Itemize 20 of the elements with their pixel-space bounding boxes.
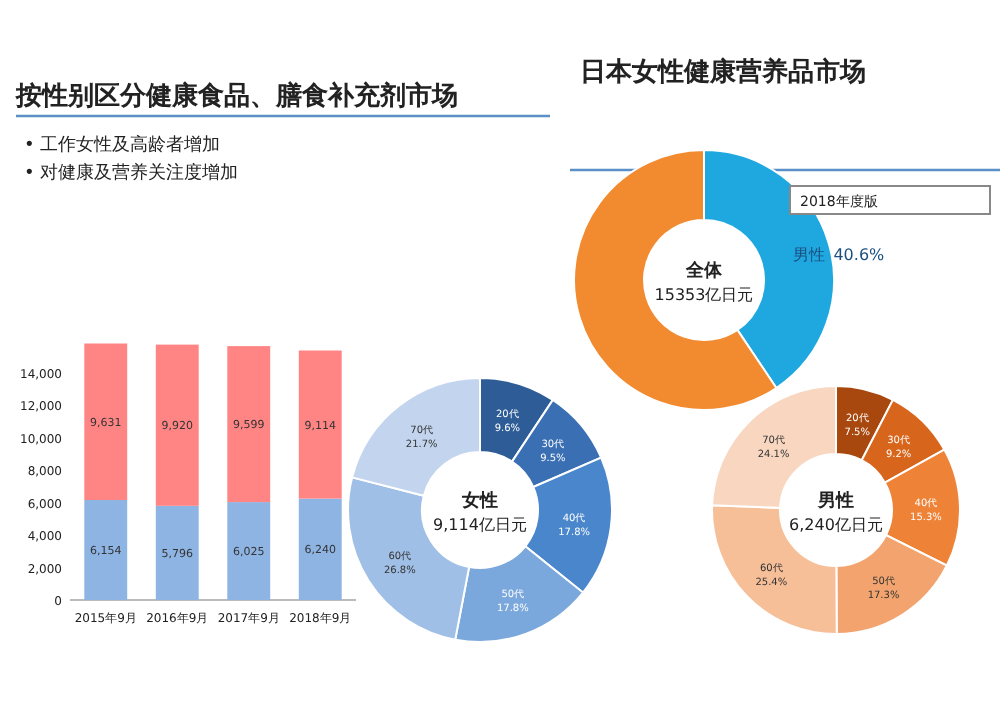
bar bbox=[84, 500, 128, 600]
bar bbox=[298, 498, 342, 600]
text: • 工作女性及高龄者增加 bbox=[24, 134, 221, 156]
bar bbox=[227, 346, 271, 503]
text: 9,114亿日元 bbox=[433, 516, 527, 534]
slice-label: 男性 bbox=[793, 246, 826, 265]
bar bbox=[298, 350, 342, 499]
data-label: 40.6% bbox=[833, 246, 886, 265]
chart-title: 日本女性健康营养品市场 bbox=[580, 56, 866, 88]
chart-title: 按性别区分健康食品、膳食补充剂市场 bbox=[14, 80, 458, 112]
bar bbox=[227, 502, 271, 600]
text: 15353亿日元 bbox=[654, 286, 754, 304]
bar bbox=[155, 344, 199, 506]
text: • 对健康及营养关注度增加 bbox=[24, 162, 239, 184]
bar bbox=[155, 505, 199, 600]
text: 全体 bbox=[684, 260, 724, 282]
text: 男性 bbox=[816, 490, 854, 512]
bar bbox=[84, 343, 128, 500]
text: 6,240亿日元 bbox=[789, 516, 883, 534]
text: 女性 bbox=[460, 490, 498, 512]
